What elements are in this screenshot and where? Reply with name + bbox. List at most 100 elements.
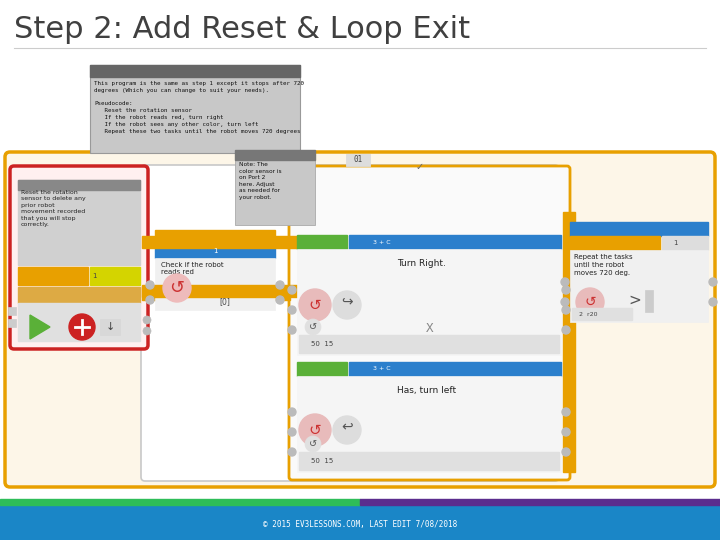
Bar — [570, 222, 708, 236]
Text: ↺: ↺ — [309, 298, 321, 313]
Bar — [90, 65, 300, 77]
Circle shape — [288, 306, 296, 314]
Text: Note: The
color sensor is
on Port 2
here. Adjust
as needed for
your robot.: Note: The color sensor is on Port 2 here… — [239, 162, 282, 200]
Bar — [235, 150, 315, 225]
Bar — [570, 250, 708, 322]
Circle shape — [562, 306, 570, 314]
Bar — [662, 236, 708, 250]
Text: ↩: ↩ — [341, 419, 353, 433]
Circle shape — [288, 448, 296, 456]
Bar — [297, 249, 561, 355]
Text: Reset the rotation
sensor to delete any
prior robot
movement recorded
that you w: Reset the rotation sensor to delete any … — [21, 190, 86, 227]
Circle shape — [709, 298, 717, 306]
Circle shape — [288, 428, 296, 436]
FancyBboxPatch shape — [5, 152, 715, 487]
Circle shape — [299, 414, 331, 446]
Text: ↪: ↪ — [341, 294, 353, 308]
Bar — [349, 362, 561, 376]
Circle shape — [305, 319, 321, 335]
Bar — [0, 502, 720, 540]
Text: ↺: ↺ — [309, 439, 317, 449]
Bar — [299, 452, 559, 470]
Text: 01: 01 — [354, 156, 363, 165]
Circle shape — [561, 278, 569, 286]
Text: 3 + C: 3 + C — [373, 240, 391, 245]
FancyBboxPatch shape — [141, 165, 559, 481]
Bar — [155, 230, 275, 244]
Bar — [8, 307, 16, 315]
Bar — [18, 180, 140, 190]
Circle shape — [146, 281, 154, 289]
Text: ↺: ↺ — [169, 279, 184, 297]
Bar — [572, 308, 632, 320]
Text: [0]: [0] — [220, 298, 230, 307]
Circle shape — [288, 326, 296, 334]
Text: ↺: ↺ — [309, 422, 321, 437]
Bar — [8, 319, 16, 327]
Text: 3 + C: 3 + C — [373, 367, 391, 372]
Bar — [563, 212, 575, 472]
Bar — [18, 287, 140, 303]
Text: ↺: ↺ — [309, 322, 317, 332]
Text: 1: 1 — [672, 240, 678, 246]
Circle shape — [288, 408, 296, 416]
Bar — [297, 362, 347, 376]
Bar — [100, 319, 120, 335]
Circle shape — [143, 316, 151, 324]
Circle shape — [562, 326, 570, 334]
Text: >: > — [629, 293, 642, 307]
Polygon shape — [30, 315, 50, 339]
Bar — [299, 335, 559, 353]
Circle shape — [276, 281, 284, 289]
Bar — [90, 65, 300, 153]
Bar — [18, 303, 140, 341]
Circle shape — [69, 314, 95, 340]
Text: ↺: ↺ — [584, 295, 596, 309]
Bar — [346, 154, 370, 166]
Text: Repeat the tasks
until the robot
moves 720 deg.: Repeat the tasks until the robot moves 7… — [574, 254, 633, 275]
Circle shape — [146, 296, 154, 304]
Bar — [142, 286, 160, 300]
Circle shape — [576, 288, 604, 316]
Bar — [645, 290, 653, 312]
Bar — [142, 236, 297, 248]
Bar — [18, 267, 88, 285]
FancyBboxPatch shape — [10, 166, 148, 349]
Bar — [360, 499, 720, 505]
FancyBboxPatch shape — [289, 166, 570, 480]
Bar — [349, 235, 561, 249]
Bar — [235, 150, 315, 160]
Bar — [270, 286, 290, 300]
Circle shape — [562, 448, 570, 456]
Text: ✓: ✓ — [416, 162, 424, 172]
Circle shape — [562, 286, 570, 294]
Bar — [90, 267, 140, 285]
Circle shape — [562, 408, 570, 416]
Bar — [0, 499, 360, 505]
Text: This program is the same as step 1 except it stops after 720
degrees (Which you : This program is the same as step 1 excep… — [94, 81, 304, 133]
Text: Check if the robot
reads red: Check if the robot reads red — [161, 262, 224, 275]
Bar — [297, 235, 347, 249]
Circle shape — [561, 298, 569, 306]
Bar — [570, 236, 660, 250]
Circle shape — [163, 274, 191, 302]
Bar — [155, 258, 275, 310]
Circle shape — [333, 416, 361, 444]
Circle shape — [709, 278, 717, 286]
Text: Step 2: Add Reset & Loop Exit: Step 2: Add Reset & Loop Exit — [14, 16, 470, 44]
Circle shape — [276, 296, 284, 304]
Text: 50  15: 50 15 — [311, 458, 333, 464]
Bar — [155, 244, 275, 258]
Text: Turn Right.: Turn Right. — [397, 259, 446, 267]
Circle shape — [562, 428, 570, 436]
Text: 50  15: 50 15 — [311, 341, 333, 347]
Text: © 2015 EV3LESSONS.COM, LAST EDIT 7/08/2018: © 2015 EV3LESSONS.COM, LAST EDIT 7/08/20… — [263, 519, 457, 529]
Circle shape — [299, 289, 331, 321]
Bar — [297, 376, 561, 472]
Bar — [142, 285, 297, 297]
Circle shape — [288, 286, 296, 294]
Text: 1: 1 — [212, 248, 217, 254]
Text: Has, turn left: Has, turn left — [397, 386, 456, 395]
Text: 2  r20: 2 r20 — [579, 312, 598, 316]
Circle shape — [305, 436, 321, 452]
